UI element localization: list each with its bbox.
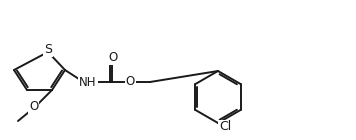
Text: O: O	[126, 75, 135, 88]
Text: Cl: Cl	[219, 121, 231, 134]
Text: O: O	[29, 100, 38, 113]
Text: S: S	[44, 43, 52, 56]
Text: O: O	[108, 51, 117, 64]
Text: NH: NH	[79, 75, 97, 88]
